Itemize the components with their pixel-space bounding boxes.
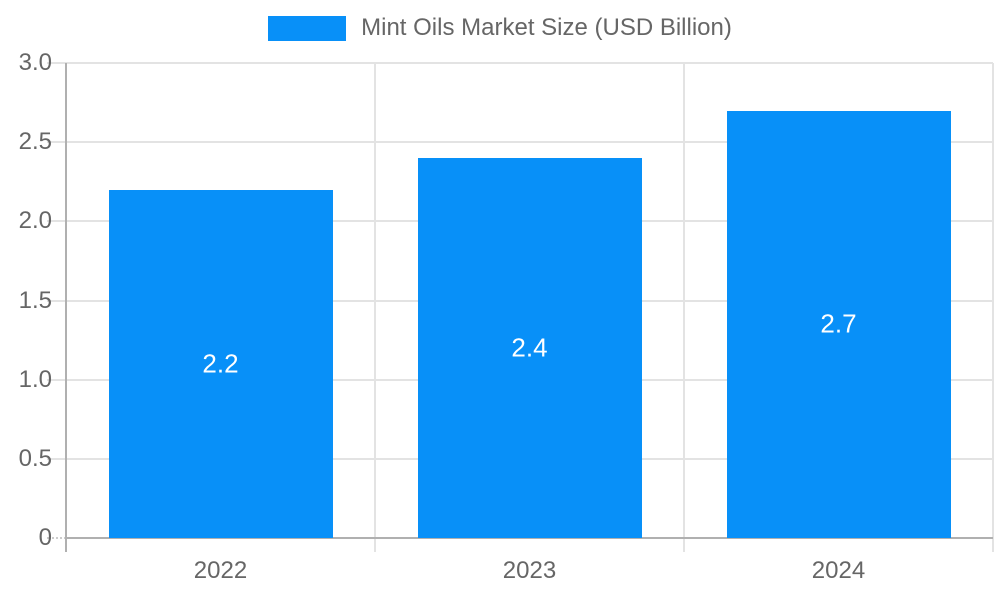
y-axis-tick-label: 1.0 (18, 365, 52, 393)
x-axis-tick-label: 2022 (193, 557, 248, 584)
y-gridline (47, 62, 993, 64)
bar-2023[interactable] (417, 158, 642, 538)
y-axis-line (65, 63, 67, 552)
y-axis-tick-label: 1.5 (18, 286, 52, 314)
y-gridline (47, 141, 993, 144)
x-gridline (374, 63, 376, 552)
x-axis-line (66, 537, 993, 539)
legend[interactable]: Mint Oils Market Size (USD Billion) (0, 14, 1000, 42)
legend-swatch (268, 15, 347, 41)
x-axis-tick-label: 2024 (811, 557, 866, 584)
legend-label: Mint Oils Market Size (USD Billion) (361, 14, 732, 41)
y-axis-tick-label: 3.0 (18, 49, 52, 76)
x-gridline (992, 63, 994, 552)
bar-2024[interactable] (726, 110, 951, 538)
bar-value-label: 2.2 (202, 348, 239, 379)
bar-2022[interactable] (108, 189, 333, 538)
x-gridline (683, 63, 685, 552)
y-axis-tick-label: 0.5 (18, 444, 52, 472)
x-axis-tick-label: 2023 (502, 557, 557, 584)
y-axis-tick-label: 0 (38, 524, 52, 551)
y-zero-tick (47, 537, 66, 539)
bar-value-label: 2.4 (511, 332, 548, 363)
y-axis-tick-label: 2.5 (18, 128, 52, 156)
y-axis-tick-label: 2.0 (18, 207, 52, 235)
bar-value-label: 2.7 (820, 308, 857, 339)
